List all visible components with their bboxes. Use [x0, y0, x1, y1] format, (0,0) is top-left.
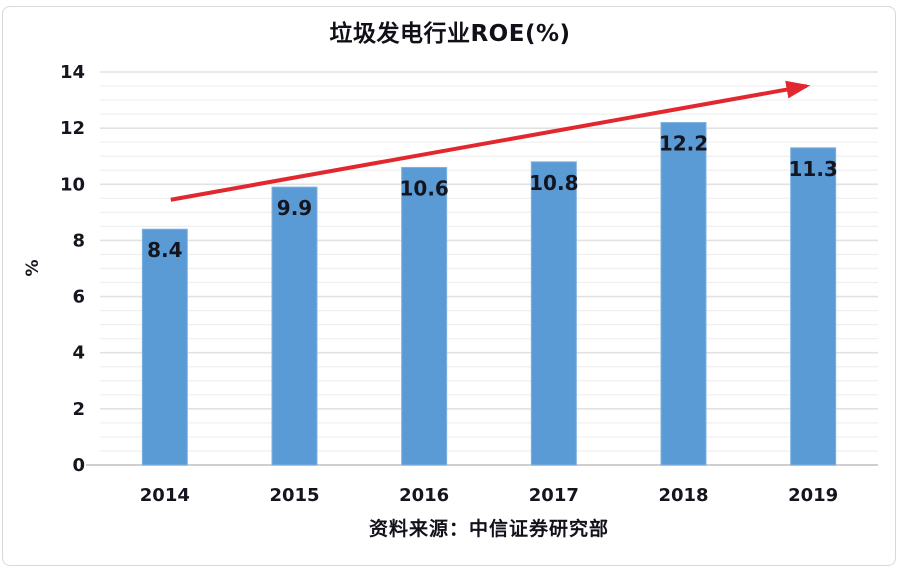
x-tick-label: 2014	[140, 485, 190, 506]
bar-value-label: 11.3	[788, 157, 837, 181]
x-tick-label: 2018	[658, 485, 708, 506]
bar	[790, 147, 837, 466]
y-tick-label: 0	[72, 455, 85, 476]
bar	[271, 186, 318, 466]
x-tick-label: 2017	[529, 485, 579, 506]
bar-value-label: 9.9	[277, 196, 312, 220]
bar	[141, 228, 188, 466]
bar	[660, 122, 707, 466]
trend-arrow	[170, 80, 811, 202]
x-tick-label: 2019	[788, 485, 838, 506]
y-tick-label: 8	[72, 230, 85, 251]
x-tick-label: 2015	[269, 485, 319, 506]
bar-value-label: 8.4	[147, 238, 182, 262]
source-caption: 资料来源：中信证券研究部	[368, 518, 609, 540]
chart-title: 垃圾发电行业ROE(%)	[329, 21, 571, 47]
y-tick-label: 12	[60, 118, 85, 139]
y-tick-label: 4	[72, 343, 85, 364]
y-tick-label: 10	[60, 174, 85, 195]
bar	[401, 166, 448, 466]
bar	[530, 161, 577, 466]
y-tick-label: 14	[60, 62, 85, 83]
y-tick-label: 6	[72, 287, 85, 308]
bar-value-label: 10.8	[529, 171, 578, 195]
bar-value-label: 10.6	[399, 176, 448, 200]
y-tick-label: 2	[72, 399, 85, 420]
x-tick-label: 2016	[399, 485, 449, 506]
bar-value-label: 12.2	[659, 132, 708, 156]
y-axis-title: %	[23, 259, 43, 276]
